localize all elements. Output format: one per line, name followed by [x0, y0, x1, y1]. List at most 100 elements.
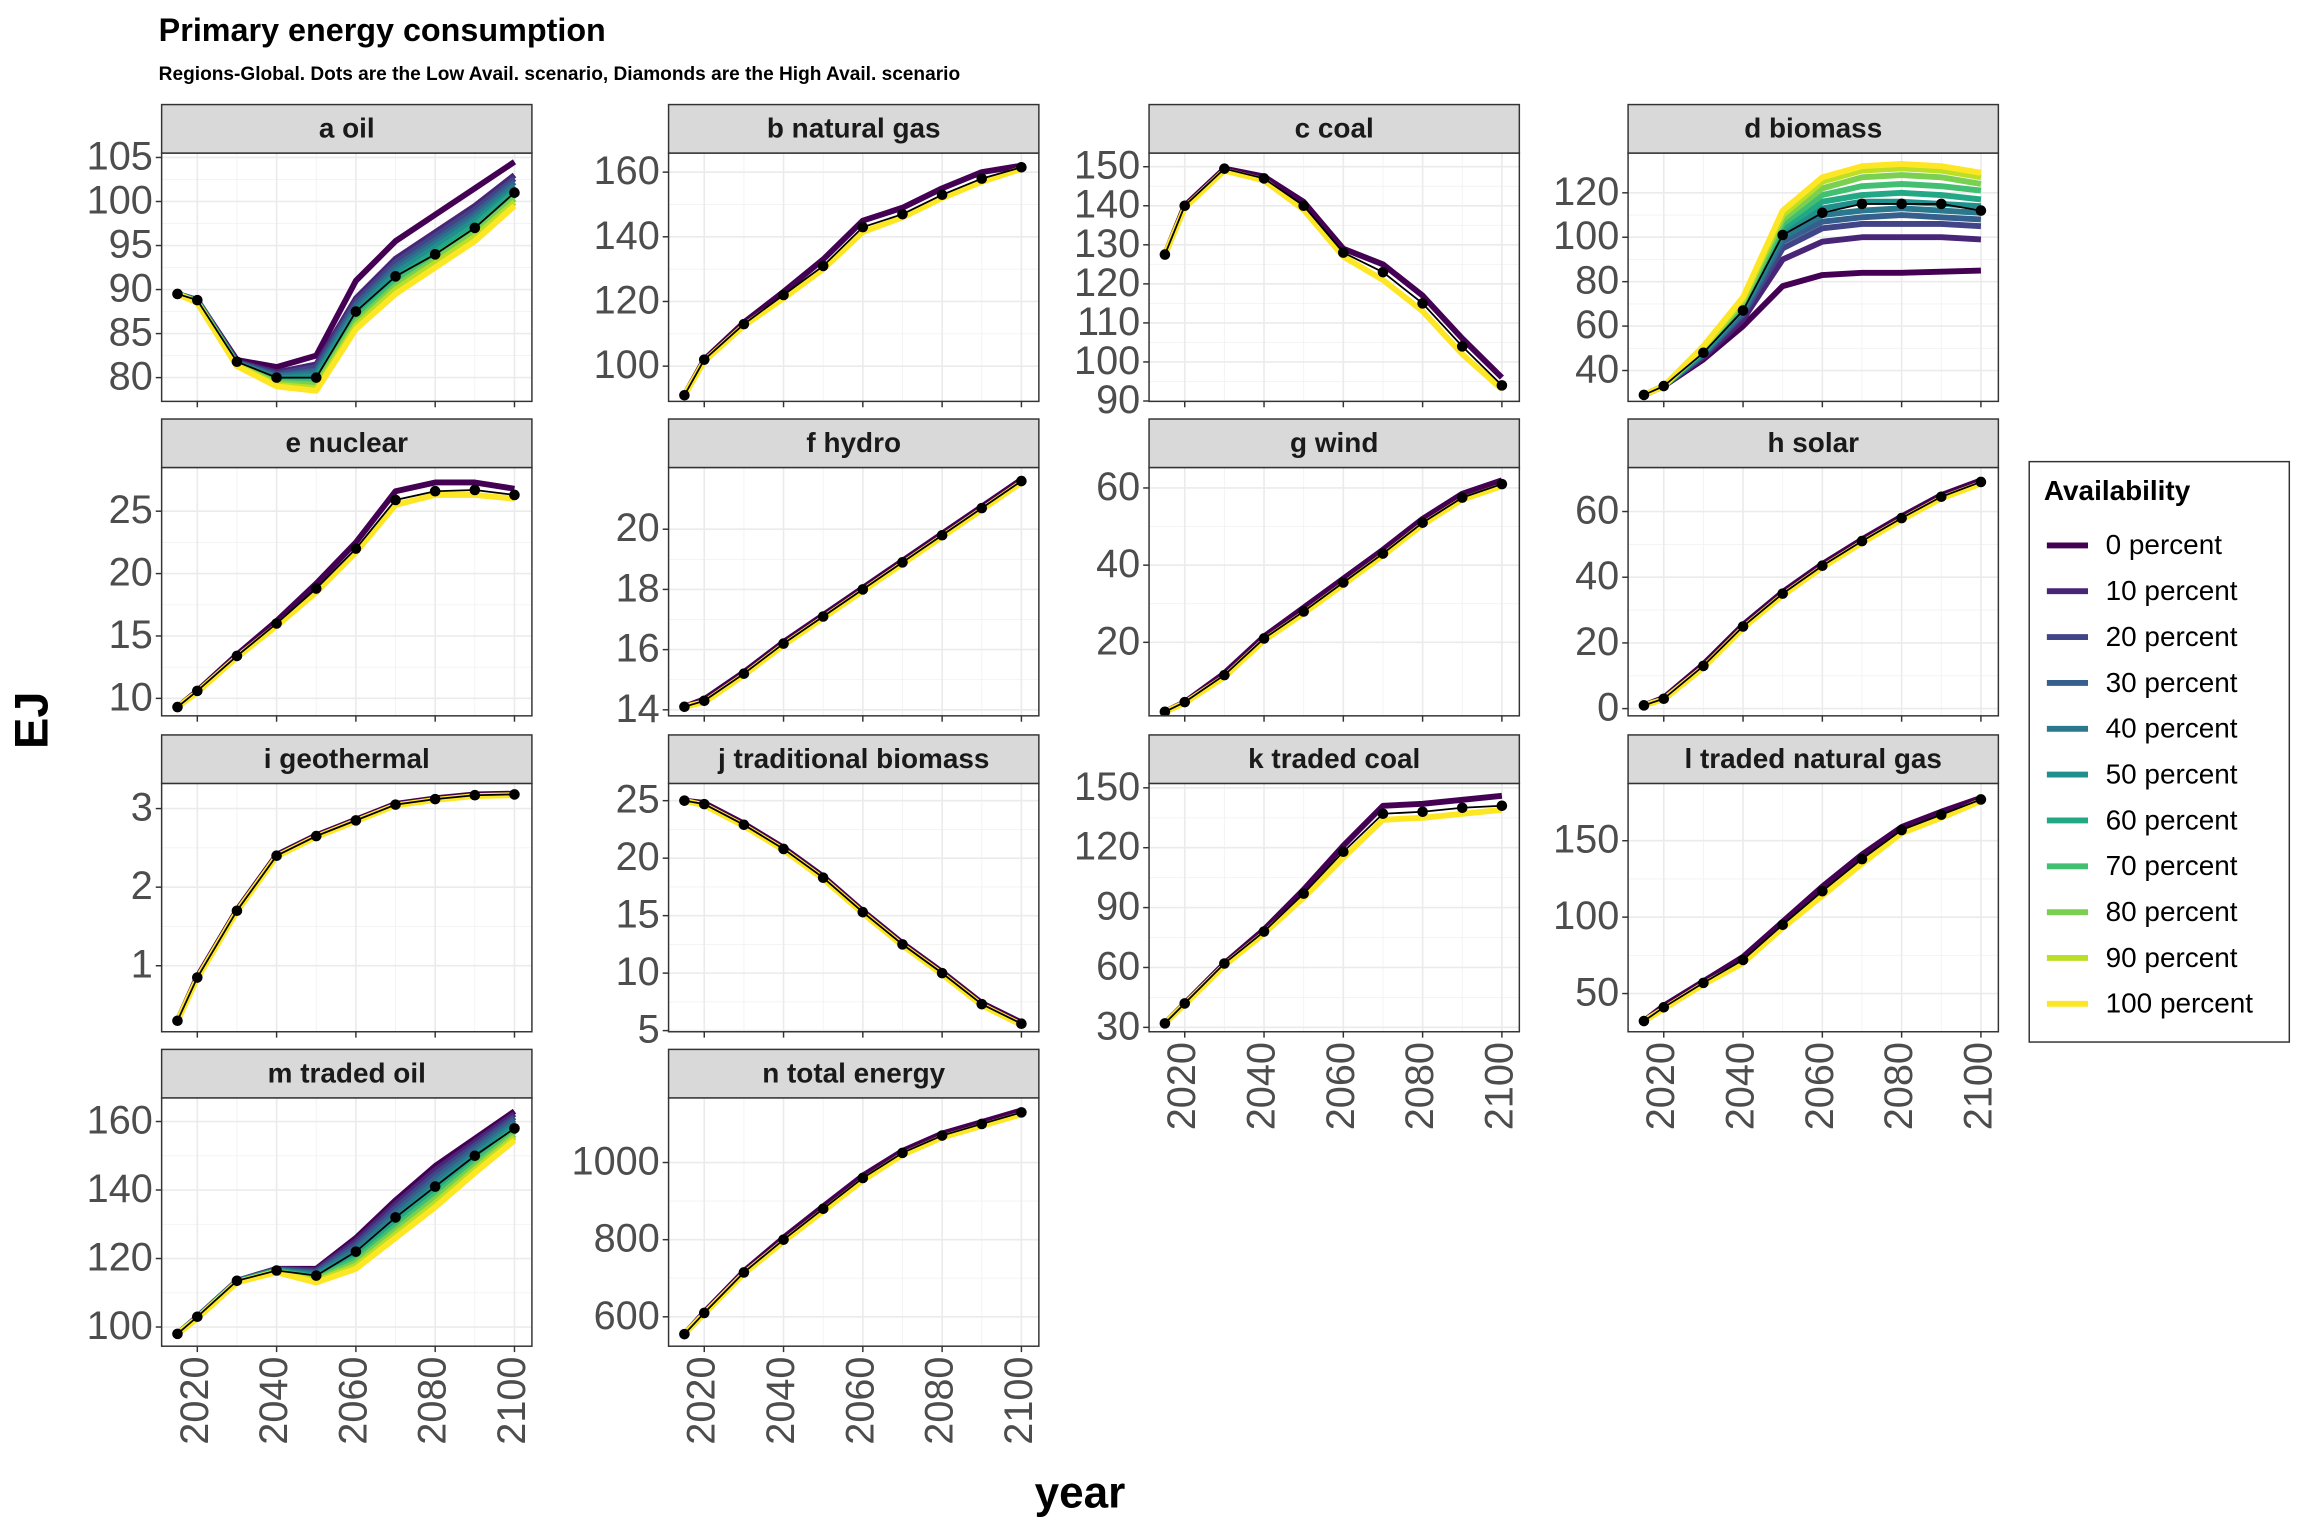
- low-avail-dot: [350, 1246, 362, 1257]
- low-avail-dot: [350, 815, 362, 826]
- x-tick-label: 2080: [918, 1356, 962, 1444]
- low-avail-dot: [192, 294, 203, 306]
- low-avail-dot: [1638, 700, 1650, 711]
- low-avail-dot: [1179, 998, 1191, 1009]
- low-avail-dot: [897, 557, 908, 568]
- low-avail-dot: [1777, 919, 1788, 931]
- strip: [1627, 103, 2000, 154]
- low-avail-dot: [310, 830, 322, 842]
- y-tick-label: 140: [87, 1167, 153, 1211]
- low-avail-dot: [1638, 389, 1650, 401]
- strip-label: j traditional biomass: [717, 743, 989, 774]
- plot-area: [1638, 161, 1987, 401]
- x-tick-label: 2020: [680, 1356, 724, 1444]
- low-avail-dot: [390, 1212, 401, 1223]
- low-avail-dot: [509, 489, 520, 501]
- plot-area: [172, 479, 520, 713]
- plot-area: [1159, 477, 1508, 716]
- low-avail-dot: [976, 173, 988, 184]
- y-axis-label: EJ: [5, 691, 58, 749]
- x-tick-label: 2100: [490, 1356, 534, 1444]
- x-tick-label: 2040: [759, 1356, 803, 1444]
- y-tick-label: 3: [131, 786, 153, 830]
- x-tick-label: 2060: [331, 1356, 375, 1444]
- legend-label: 70 percent: [2106, 850, 2238, 881]
- low-avail-dot: [1496, 478, 1508, 490]
- strip-label: b natural gas: [767, 113, 941, 144]
- x-tick-label: 2020: [1160, 1042, 1204, 1130]
- low-avail-dot: [1698, 660, 1709, 672]
- strip: [1627, 734, 2000, 785]
- low-avail-line: [1164, 167, 1503, 387]
- strip: [667, 1048, 1040, 1099]
- low-avail-dot: [231, 356, 243, 368]
- y-tick-label: 100: [1074, 339, 1140, 383]
- low-avail-dot: [1219, 163, 1230, 174]
- y-tick-label: 10: [109, 675, 153, 719]
- low-avail-dot: [1496, 380, 1508, 391]
- low-avail-dot: [429, 485, 441, 497]
- low-avail-dot: [1658, 693, 1670, 705]
- low-avail-dot: [897, 208, 908, 220]
- legend-title: Availability: [2044, 475, 2191, 506]
- y-tick-label: 150: [1074, 765, 1140, 809]
- plot-area: [172, 159, 520, 394]
- y-tick-label: 160: [87, 1098, 153, 1142]
- low-avail-dot: [1817, 885, 1828, 897]
- strip-label: l traded natural gas: [1685, 743, 1942, 774]
- low-avail-dot: [1258, 926, 1270, 937]
- x-tick-label: 2020: [173, 1356, 217, 1444]
- y-tick-label: 800: [594, 1217, 660, 1261]
- chart-title: Primary energy consumption: [159, 12, 606, 48]
- low-avail-line: [176, 793, 515, 1022]
- low-avail-dot: [271, 618, 282, 629]
- y-tick-label: 10: [616, 950, 660, 994]
- low-avail-dot: [1935, 809, 1947, 821]
- low-avail-dot: [509, 789, 520, 800]
- y-tick-label: 600: [594, 1294, 660, 1338]
- strip: [667, 734, 1040, 785]
- low-avail-dot: [778, 638, 789, 649]
- plot-area: [172, 1108, 520, 1340]
- legend-label: 60 percent: [2106, 804, 2238, 835]
- low-avail-dot: [1417, 298, 1428, 309]
- x-tick-label: 2100: [1477, 1042, 1521, 1130]
- strip-label: g wind: [1290, 427, 1378, 458]
- low-avail-dot: [1338, 247, 1349, 258]
- series-line: [681, 166, 1023, 397]
- low-avail-dot: [310, 583, 322, 594]
- low-avail-dot: [738, 1267, 750, 1278]
- low-avail-dot: [1377, 548, 1389, 559]
- plot-area: [1638, 476, 1987, 711]
- y-tick-label: 120: [1074, 261, 1140, 305]
- low-avail-line: [1643, 203, 1982, 396]
- plot-area: [679, 161, 1027, 401]
- low-avail-dot: [817, 260, 829, 272]
- low-avail-dot: [1219, 669, 1230, 681]
- low-avail-line: [684, 480, 1022, 708]
- strip-label: a oil: [319, 113, 375, 144]
- y-tick-label: 95: [109, 222, 153, 266]
- y-tick-label: 15: [109, 613, 153, 657]
- low-avail-dot: [172, 288, 183, 300]
- legend-label: 10 percent: [2106, 575, 2238, 606]
- chart-subtitle: Regions-Global. Dots are the Low Avail. …: [159, 64, 960, 85]
- x-axis-label: year: [1035, 1469, 1126, 1518]
- plot-area: [679, 475, 1027, 713]
- panel-background: [161, 467, 532, 716]
- series-line: [683, 480, 1024, 710]
- low-avail-dot: [817, 872, 829, 883]
- series-line: [1643, 480, 1982, 709]
- y-tick-label: 20: [1575, 620, 1619, 664]
- strip-label: n total energy: [762, 1057, 945, 1088]
- low-avail-dot: [1179, 200, 1191, 212]
- strip: [160, 1048, 533, 1099]
- y-tick-label: 60: [1575, 303, 1619, 347]
- low-avail-dot: [857, 221, 869, 233]
- low-avail-dot: [1896, 824, 1907, 836]
- low-avail-dot: [1016, 1018, 1027, 1029]
- plot-area: [1159, 163, 1508, 392]
- series-line: [175, 1138, 517, 1337]
- low-avail-dot: [738, 318, 750, 330]
- low-avail-dot: [1016, 161, 1027, 173]
